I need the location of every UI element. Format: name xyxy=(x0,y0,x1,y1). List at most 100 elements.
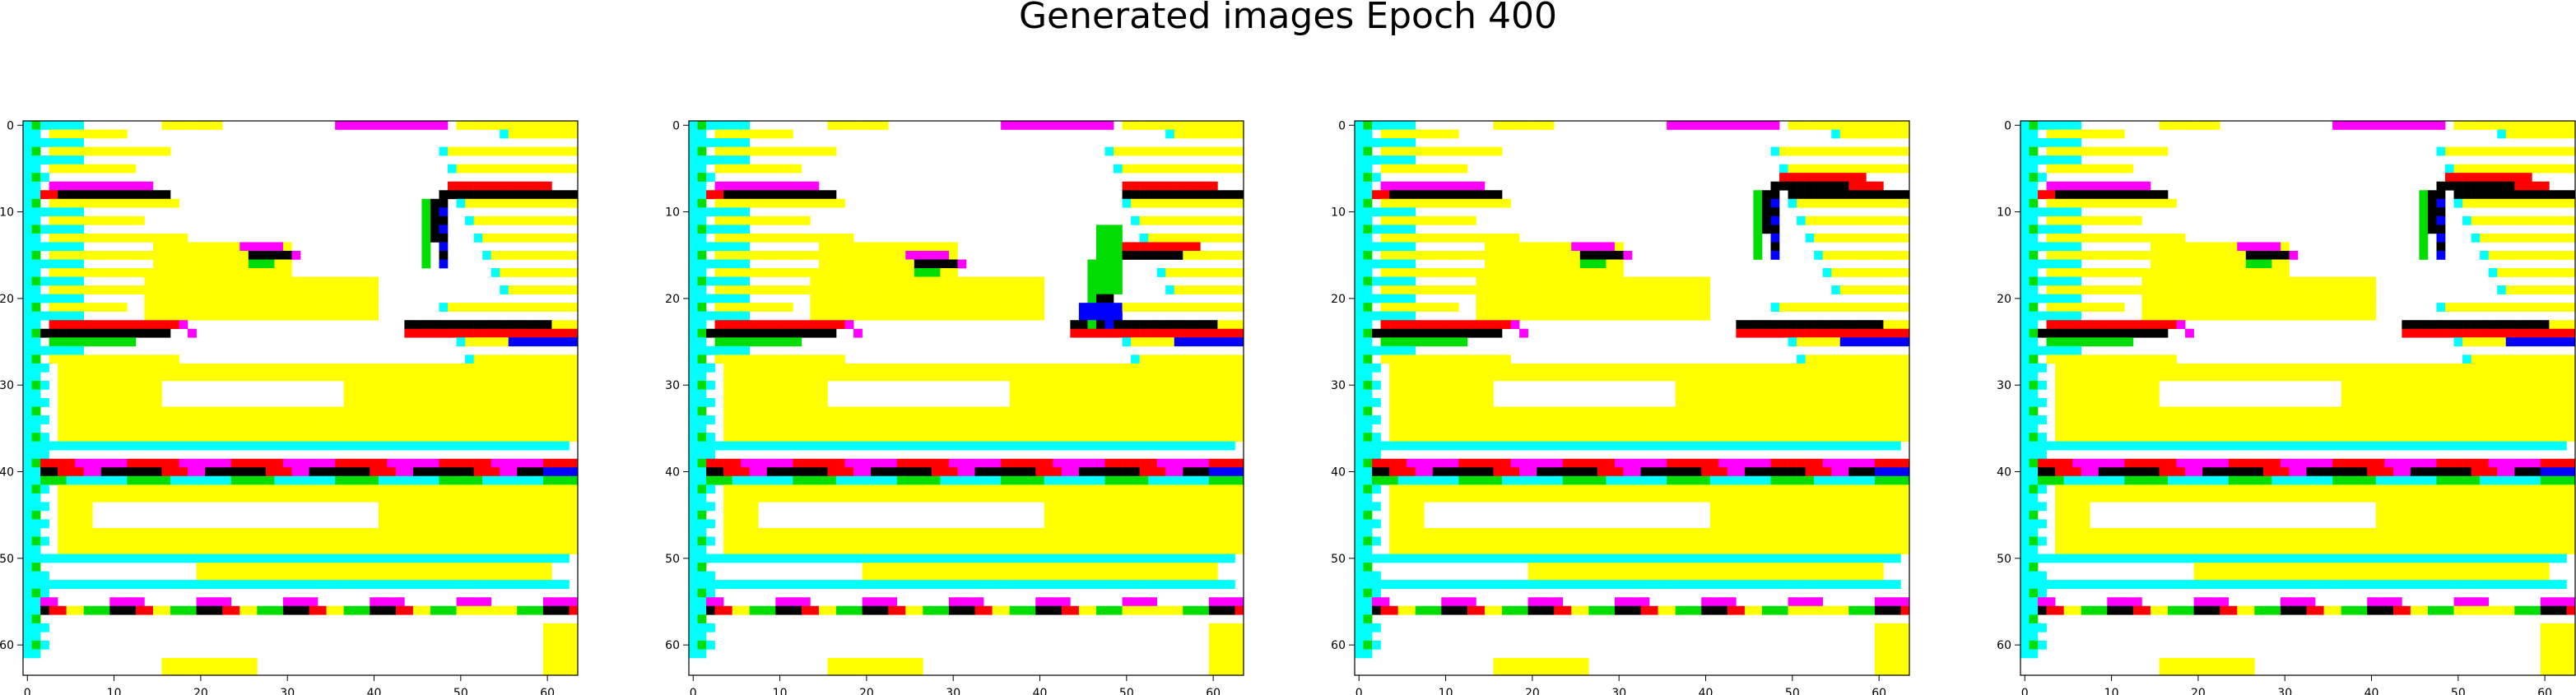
pixel xyxy=(1174,519,1183,529)
pixel xyxy=(1200,398,1210,407)
pixel xyxy=(274,294,284,303)
pixel xyxy=(1208,190,1218,200)
pixel xyxy=(205,527,214,537)
pixel xyxy=(1848,129,1858,139)
pixel xyxy=(92,320,102,330)
pixel xyxy=(282,276,292,286)
pixel xyxy=(1131,536,1140,546)
pixel xyxy=(569,415,579,424)
pixel xyxy=(1139,475,1149,485)
pixel xyxy=(92,372,102,382)
pixel xyxy=(274,467,284,477)
pixel xyxy=(274,563,284,572)
pixel xyxy=(135,536,145,546)
pixel xyxy=(31,441,41,451)
pixel xyxy=(871,545,880,554)
pixel xyxy=(948,484,958,494)
pixel xyxy=(689,580,698,589)
pixel xyxy=(448,406,457,416)
pixel xyxy=(1441,198,1451,208)
pixel xyxy=(1114,415,1123,424)
pixel xyxy=(551,657,561,667)
pixel xyxy=(1165,441,1175,451)
pixel xyxy=(213,666,223,676)
pixel xyxy=(974,424,984,433)
pixel xyxy=(66,580,76,589)
pixel xyxy=(1208,164,1218,174)
pixel xyxy=(1139,545,1149,554)
pixel xyxy=(75,337,85,347)
pixel xyxy=(92,233,102,243)
pixel xyxy=(58,250,67,260)
pixel xyxy=(732,164,742,174)
pixel xyxy=(257,441,267,451)
pixel xyxy=(326,294,336,303)
pixel xyxy=(1432,215,1442,225)
pixel xyxy=(456,372,466,382)
pixel xyxy=(1122,121,1132,130)
pixel xyxy=(248,545,258,554)
pixel xyxy=(109,215,119,225)
pixel xyxy=(1235,406,1244,416)
pixel xyxy=(1053,380,1062,390)
pixel xyxy=(689,406,698,416)
pixel xyxy=(213,527,223,537)
pixel xyxy=(818,484,828,494)
pixel xyxy=(352,467,362,477)
pixel xyxy=(326,475,336,485)
pixel xyxy=(40,155,49,164)
pixel xyxy=(404,467,414,477)
pixel xyxy=(387,121,397,130)
pixel xyxy=(274,311,284,321)
pixel xyxy=(836,363,845,373)
pixel xyxy=(983,406,993,416)
pixel xyxy=(291,441,301,451)
pixel xyxy=(127,433,137,442)
pixel xyxy=(783,389,793,399)
pixel xyxy=(992,441,1002,451)
pixel xyxy=(517,363,527,373)
pixel xyxy=(31,311,41,321)
pixel xyxy=(1183,563,1193,572)
pixel xyxy=(1156,389,1166,399)
pixel xyxy=(1235,389,1244,399)
pixel xyxy=(75,207,85,217)
pixel xyxy=(931,571,941,581)
pixel xyxy=(1217,554,1227,563)
pixel xyxy=(482,354,491,364)
pixel xyxy=(109,129,119,139)
pixel xyxy=(118,268,128,277)
pixel xyxy=(274,441,284,451)
pixel xyxy=(1026,571,1036,581)
pixel xyxy=(1191,406,1201,416)
pixel xyxy=(100,181,110,191)
pixel xyxy=(75,493,85,503)
pixel xyxy=(517,415,527,424)
pixel xyxy=(1208,666,1218,676)
pixel xyxy=(412,441,422,451)
pixel xyxy=(465,190,474,200)
pixel xyxy=(517,545,527,554)
pixel xyxy=(23,259,32,269)
pixel xyxy=(542,303,552,312)
pixel xyxy=(1122,242,1132,252)
pixel xyxy=(360,389,370,399)
pixel xyxy=(517,303,527,312)
pixel xyxy=(58,285,67,294)
pixel xyxy=(49,597,58,607)
pixel xyxy=(1053,554,1062,563)
pixel xyxy=(66,190,76,200)
pixel xyxy=(749,406,759,416)
pixel xyxy=(491,502,500,512)
pixel xyxy=(741,484,751,494)
pixel xyxy=(931,458,941,468)
pixel xyxy=(109,484,119,494)
pixel xyxy=(473,398,483,407)
pixel xyxy=(1165,493,1175,503)
pixel xyxy=(1407,121,1416,130)
pixel xyxy=(1839,190,1849,200)
pixel xyxy=(282,441,292,451)
pixel xyxy=(844,536,854,546)
pixel xyxy=(551,406,561,416)
pixel xyxy=(58,519,67,529)
